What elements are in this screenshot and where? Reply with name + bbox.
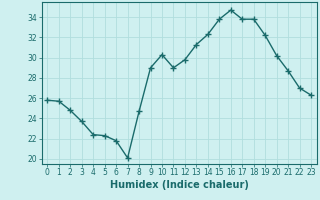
X-axis label: Humidex (Indice chaleur): Humidex (Indice chaleur) — [110, 180, 249, 190]
